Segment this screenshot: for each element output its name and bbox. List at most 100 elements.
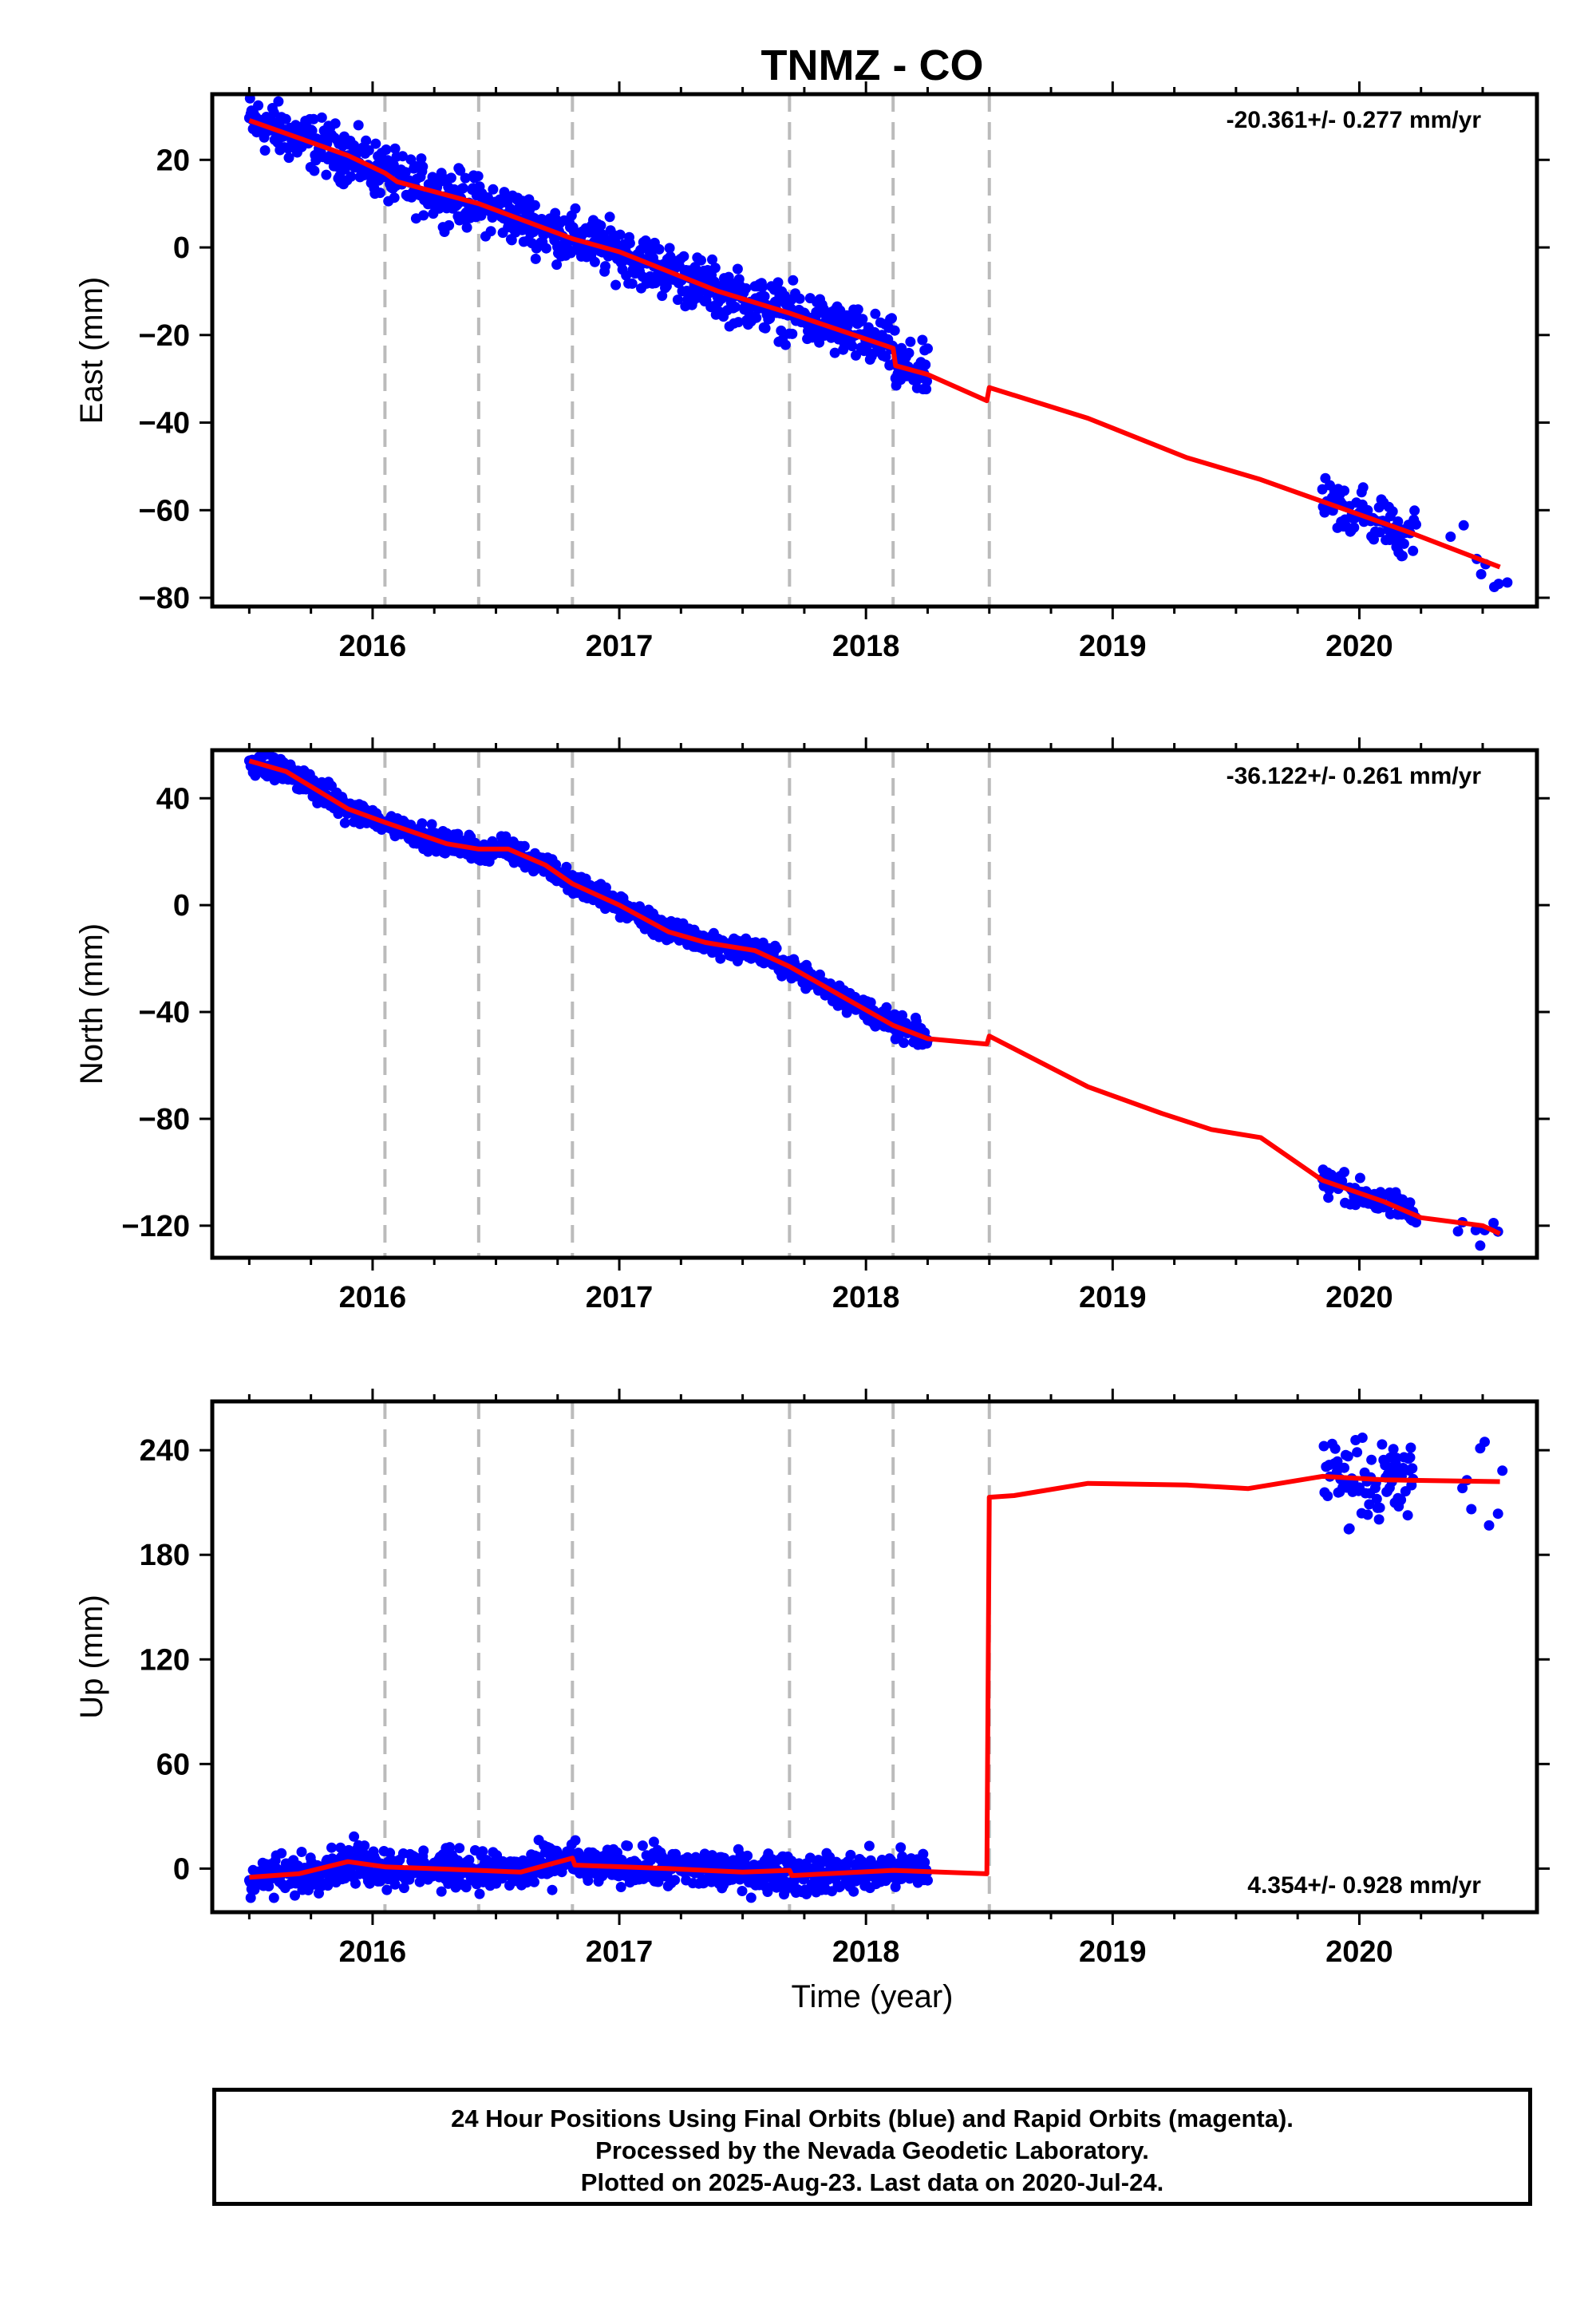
panel-3: 2016 2017 2018 2019 2020 240 180 120 60 0 Up (mm) 4… bbox=[74, 1389, 1550, 1969]
x-tick-label: 2017 bbox=[586, 630, 654, 663]
y-tick-label: −80 bbox=[139, 582, 190, 615]
x-tick-label: 2018 bbox=[832, 1281, 900, 1314]
data-point bbox=[268, 1892, 279, 1903]
data-point bbox=[921, 384, 932, 395]
x-tick-label: 2017 bbox=[586, 1935, 654, 1969]
data-point bbox=[1408, 545, 1419, 556]
data-point bbox=[654, 243, 665, 255]
data-point bbox=[309, 165, 320, 176]
data-point bbox=[696, 255, 706, 266]
data-point bbox=[1322, 1491, 1333, 1501]
data-point bbox=[794, 293, 805, 304]
data-point bbox=[730, 302, 741, 313]
panel-2: 2016 2017 2018 2019 2020 40 0 −40 −80 −120 North (… bbox=[74, 737, 1550, 1314]
data-point bbox=[346, 171, 357, 182]
x-tick-label: 2019 bbox=[1079, 1935, 1147, 1969]
data-point bbox=[1374, 1502, 1385, 1513]
data-point bbox=[547, 1884, 558, 1895]
data-point bbox=[707, 254, 717, 265]
data-point bbox=[715, 953, 726, 964]
data-point bbox=[589, 256, 600, 267]
y-axis-label: East (mm) bbox=[74, 277, 109, 424]
data-point bbox=[670, 1875, 681, 1886]
data-point bbox=[570, 203, 581, 214]
data-point bbox=[1339, 1462, 1349, 1473]
data-point bbox=[464, 1855, 475, 1865]
data-point bbox=[1323, 1192, 1334, 1203]
data-point bbox=[370, 138, 381, 149]
data-point bbox=[353, 120, 364, 131]
data-point bbox=[1458, 520, 1469, 531]
data-point bbox=[847, 341, 858, 352]
data-point bbox=[648, 1836, 659, 1848]
data-point bbox=[1354, 1172, 1365, 1184]
data-point bbox=[1329, 1443, 1341, 1454]
data-point bbox=[1339, 1167, 1349, 1178]
x-tick-label: 2016 bbox=[339, 1935, 407, 1969]
data-point bbox=[897, 1010, 908, 1021]
x-tick-label: 2017 bbox=[586, 1281, 654, 1314]
data-point bbox=[529, 200, 540, 211]
data-point bbox=[1404, 1197, 1416, 1208]
data-point bbox=[397, 151, 408, 162]
data-point bbox=[418, 210, 429, 221]
y-tick-label: −80 bbox=[139, 1103, 190, 1136]
data-point bbox=[350, 1878, 361, 1889]
data-point bbox=[1362, 1509, 1373, 1520]
data-point bbox=[1344, 1523, 1355, 1534]
data-point bbox=[1470, 1224, 1481, 1235]
data-point bbox=[1493, 579, 1504, 590]
data-point bbox=[889, 325, 900, 336]
data-point bbox=[1391, 1452, 1402, 1464]
y-tick-label: 120 bbox=[140, 1643, 190, 1677]
data-point bbox=[1397, 551, 1408, 561]
data-point bbox=[455, 165, 466, 176]
x-tick-label: 2020 bbox=[1325, 1935, 1393, 1969]
data-point bbox=[678, 251, 689, 262]
data-point bbox=[385, 1848, 396, 1859]
data-point bbox=[273, 96, 284, 107]
data-point bbox=[570, 1835, 581, 1846]
data-point bbox=[359, 1840, 370, 1852]
data-point bbox=[1369, 534, 1379, 545]
data-point bbox=[506, 235, 517, 246]
data-point bbox=[485, 226, 496, 237]
y-tick-label: 240 bbox=[140, 1434, 190, 1468]
footer-line-2: Processed by the Nevada Geodetic Laborat… bbox=[595, 2136, 1149, 2164]
data-point bbox=[1452, 1226, 1464, 1237]
data-point bbox=[280, 113, 291, 124]
data-point bbox=[1409, 505, 1420, 516]
y-tick-label: −40 bbox=[139, 407, 190, 441]
y-tick-label: 0 bbox=[173, 1852, 190, 1886]
data-point bbox=[852, 304, 863, 315]
data-point bbox=[887, 313, 897, 324]
y-tick-label: 180 bbox=[140, 1539, 190, 1572]
chart-title: TNMZ - CO bbox=[761, 41, 984, 89]
data-point bbox=[709, 263, 721, 274]
data-point bbox=[895, 1842, 907, 1853]
data-point bbox=[880, 351, 891, 362]
data-point bbox=[1352, 1447, 1363, 1458]
model-fit-line bbox=[249, 1473, 1500, 1880]
data-point bbox=[1445, 532, 1456, 542]
data-point bbox=[851, 350, 861, 361]
y-tick-label: 20 bbox=[156, 144, 190, 177]
data-point bbox=[918, 1848, 929, 1860]
x-tick-label: 2019 bbox=[1079, 630, 1147, 663]
data-point bbox=[870, 308, 881, 319]
data-point bbox=[529, 1876, 539, 1887]
panel-frame bbox=[210, 92, 1539, 609]
data-point bbox=[583, 1875, 594, 1886]
data-point bbox=[637, 1840, 648, 1852]
data-point bbox=[1488, 1218, 1499, 1228]
data-point bbox=[417, 818, 428, 829]
data-point bbox=[1371, 1493, 1382, 1504]
data-point bbox=[1318, 1441, 1329, 1452]
data-point bbox=[857, 314, 868, 325]
data-point bbox=[283, 152, 294, 164]
data-point bbox=[416, 153, 427, 164]
data-point bbox=[922, 1875, 933, 1886]
data-point bbox=[1411, 519, 1421, 530]
data-point bbox=[1404, 1452, 1416, 1463]
data-point bbox=[551, 259, 563, 271]
